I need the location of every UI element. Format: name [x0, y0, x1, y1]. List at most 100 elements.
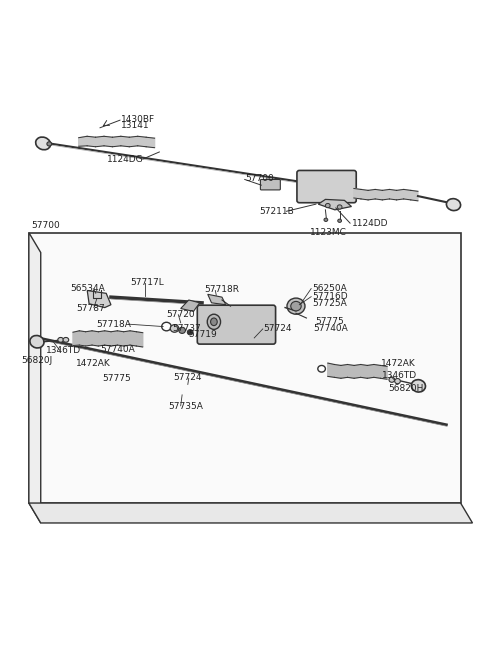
- Text: 57718A: 57718A: [96, 320, 132, 329]
- Polygon shape: [105, 331, 111, 346]
- Ellipse shape: [47, 141, 52, 146]
- Text: 57716D: 57716D: [312, 291, 348, 301]
- Polygon shape: [104, 136, 112, 147]
- Polygon shape: [404, 189, 411, 200]
- Text: 57740A: 57740A: [313, 324, 348, 333]
- Polygon shape: [138, 136, 146, 147]
- Polygon shape: [129, 136, 138, 147]
- Polygon shape: [87, 136, 96, 147]
- Polygon shape: [112, 136, 121, 147]
- Text: 56250A: 56250A: [312, 284, 347, 293]
- Polygon shape: [73, 331, 79, 346]
- Text: 1472AK: 1472AK: [382, 358, 416, 367]
- Polygon shape: [180, 300, 200, 311]
- Polygon shape: [328, 363, 335, 377]
- Ellipse shape: [207, 314, 220, 329]
- Ellipse shape: [187, 329, 193, 335]
- Ellipse shape: [389, 377, 395, 383]
- Polygon shape: [367, 364, 374, 379]
- Text: 57724: 57724: [174, 373, 202, 383]
- Polygon shape: [389, 189, 396, 200]
- Ellipse shape: [36, 137, 50, 150]
- Ellipse shape: [337, 205, 342, 209]
- Ellipse shape: [170, 325, 179, 332]
- Text: 57700: 57700: [246, 174, 275, 183]
- Ellipse shape: [162, 322, 171, 331]
- Polygon shape: [396, 189, 404, 200]
- Ellipse shape: [446, 198, 461, 211]
- Text: 57724: 57724: [264, 324, 292, 333]
- Text: 56534A: 56534A: [70, 284, 105, 293]
- Text: 1472AK: 1472AK: [76, 358, 111, 367]
- Text: 57700: 57700: [31, 221, 60, 230]
- Polygon shape: [85, 331, 92, 346]
- Text: 56820H: 56820H: [388, 384, 423, 393]
- FancyBboxPatch shape: [261, 179, 280, 190]
- Text: 57740A: 57740A: [100, 345, 135, 354]
- Ellipse shape: [338, 219, 342, 223]
- Polygon shape: [381, 365, 387, 379]
- Polygon shape: [118, 331, 124, 346]
- FancyBboxPatch shape: [297, 170, 356, 202]
- Polygon shape: [341, 364, 348, 379]
- Polygon shape: [318, 199, 351, 210]
- Polygon shape: [92, 331, 98, 346]
- Polygon shape: [335, 364, 341, 379]
- Polygon shape: [130, 331, 136, 346]
- Polygon shape: [383, 189, 389, 200]
- Ellipse shape: [325, 204, 330, 208]
- Ellipse shape: [291, 301, 301, 311]
- Ellipse shape: [411, 380, 425, 392]
- Text: 57775: 57775: [315, 317, 344, 326]
- Polygon shape: [374, 364, 381, 379]
- Polygon shape: [136, 332, 143, 347]
- Polygon shape: [29, 233, 41, 523]
- Polygon shape: [361, 189, 368, 200]
- Polygon shape: [146, 138, 155, 147]
- Polygon shape: [124, 331, 130, 346]
- Text: 1123MC: 1123MC: [310, 228, 347, 237]
- Polygon shape: [111, 331, 118, 346]
- Text: 57725A: 57725A: [312, 299, 347, 309]
- Text: 57211B: 57211B: [259, 207, 294, 215]
- Polygon shape: [368, 189, 375, 200]
- Polygon shape: [98, 331, 105, 346]
- Polygon shape: [29, 503, 472, 523]
- Ellipse shape: [211, 318, 217, 326]
- Polygon shape: [79, 331, 85, 346]
- Text: 13141: 13141: [121, 121, 150, 130]
- Ellipse shape: [179, 328, 185, 333]
- Ellipse shape: [63, 337, 69, 342]
- Text: 1346TD: 1346TD: [383, 371, 418, 380]
- Polygon shape: [96, 136, 104, 147]
- Text: 57787: 57787: [76, 303, 105, 312]
- Polygon shape: [354, 364, 360, 379]
- Text: 57717L: 57717L: [130, 278, 164, 287]
- FancyBboxPatch shape: [197, 305, 276, 344]
- Text: 57719: 57719: [188, 329, 216, 339]
- Ellipse shape: [287, 298, 305, 314]
- Text: 57720: 57720: [167, 310, 195, 319]
- Polygon shape: [360, 364, 367, 379]
- Ellipse shape: [30, 335, 44, 348]
- Polygon shape: [411, 191, 418, 201]
- Text: 1124DD: 1124DD: [351, 219, 388, 228]
- Text: 57718R: 57718R: [204, 285, 240, 294]
- Polygon shape: [208, 294, 226, 305]
- Text: 57737: 57737: [173, 324, 202, 333]
- Ellipse shape: [324, 218, 328, 221]
- Text: 1430BF: 1430BF: [121, 115, 156, 124]
- Text: 56820J: 56820J: [21, 356, 52, 365]
- Ellipse shape: [58, 337, 63, 342]
- Text: 1346TD: 1346TD: [46, 346, 81, 355]
- Ellipse shape: [318, 365, 325, 372]
- Polygon shape: [121, 136, 129, 147]
- Polygon shape: [79, 136, 87, 146]
- Polygon shape: [87, 291, 111, 308]
- Polygon shape: [354, 189, 361, 199]
- Polygon shape: [348, 364, 354, 379]
- Text: 57735A: 57735A: [168, 402, 203, 411]
- Polygon shape: [375, 189, 383, 200]
- Text: 57775: 57775: [102, 374, 131, 383]
- Bar: [29, 233, 461, 503]
